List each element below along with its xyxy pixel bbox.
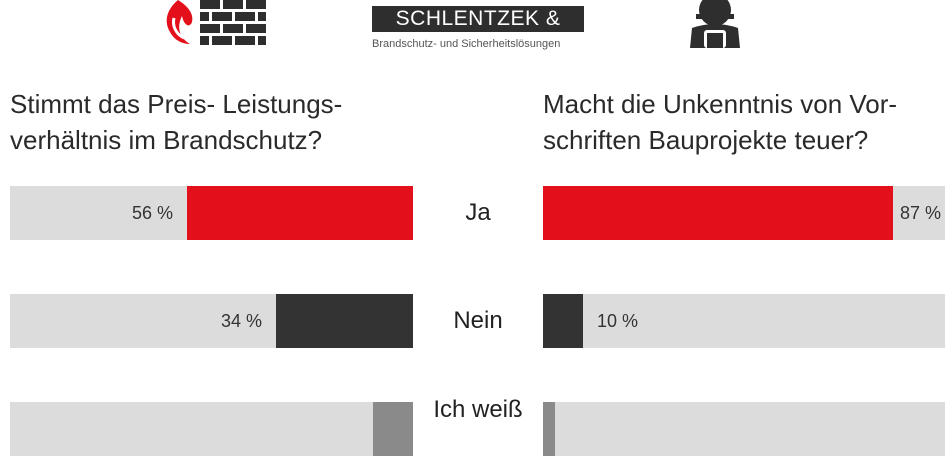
category-label-nein: Nein — [453, 307, 503, 334]
left-bar-nein — [276, 294, 413, 348]
left-value-label-ja: 56 % — [131, 203, 173, 223]
right-bar-track-ich-weiss — [543, 402, 945, 456]
brand-name: SCHLENTZEK & KÜHN — [372, 6, 584, 56]
right-bar-nein — [543, 294, 583, 348]
left-value-label-nein: 34 % — [220, 311, 262, 331]
left-bar-track-nein: 34 % — [10, 294, 413, 348]
left-bar-ich-weiss — [373, 402, 413, 456]
question-right: Macht die Unkenntnis von Vor- schriften … — [543, 89, 898, 155]
category-label-ja: Ja — [465, 199, 491, 226]
right-bar-track-nein: 10 % — [543, 294, 945, 348]
brand-logo: SCHLENTZEK & KÜHN Brandschutz- und Siche… — [370, 0, 590, 56]
brand-tagline: Brandschutz- und Sicherheitslösungen — [372, 38, 561, 50]
left-bar-track-ja: 56 % — [10, 186, 413, 240]
left-bar-ja — [187, 186, 413, 240]
right-bar-ich-weiss — [543, 402, 555, 456]
question-left: Stimmt das Preis- Leistungs- verhältnis … — [10, 89, 343, 155]
right-value-label-nein: 10 % — [597, 311, 639, 331]
left-bar-track-ich-weiss — [10, 402, 413, 456]
right-bar-track-ja: 87 % — [543, 186, 945, 240]
right-value-label-ja: 87 % — [899, 203, 941, 223]
fire-wall-logo-icon — [160, 0, 272, 48]
right-bar-ja — [543, 186, 893, 240]
worker-helmet-icon — [680, 0, 750, 48]
category-label-ich-weiss: Ich weiß — [433, 396, 523, 423]
